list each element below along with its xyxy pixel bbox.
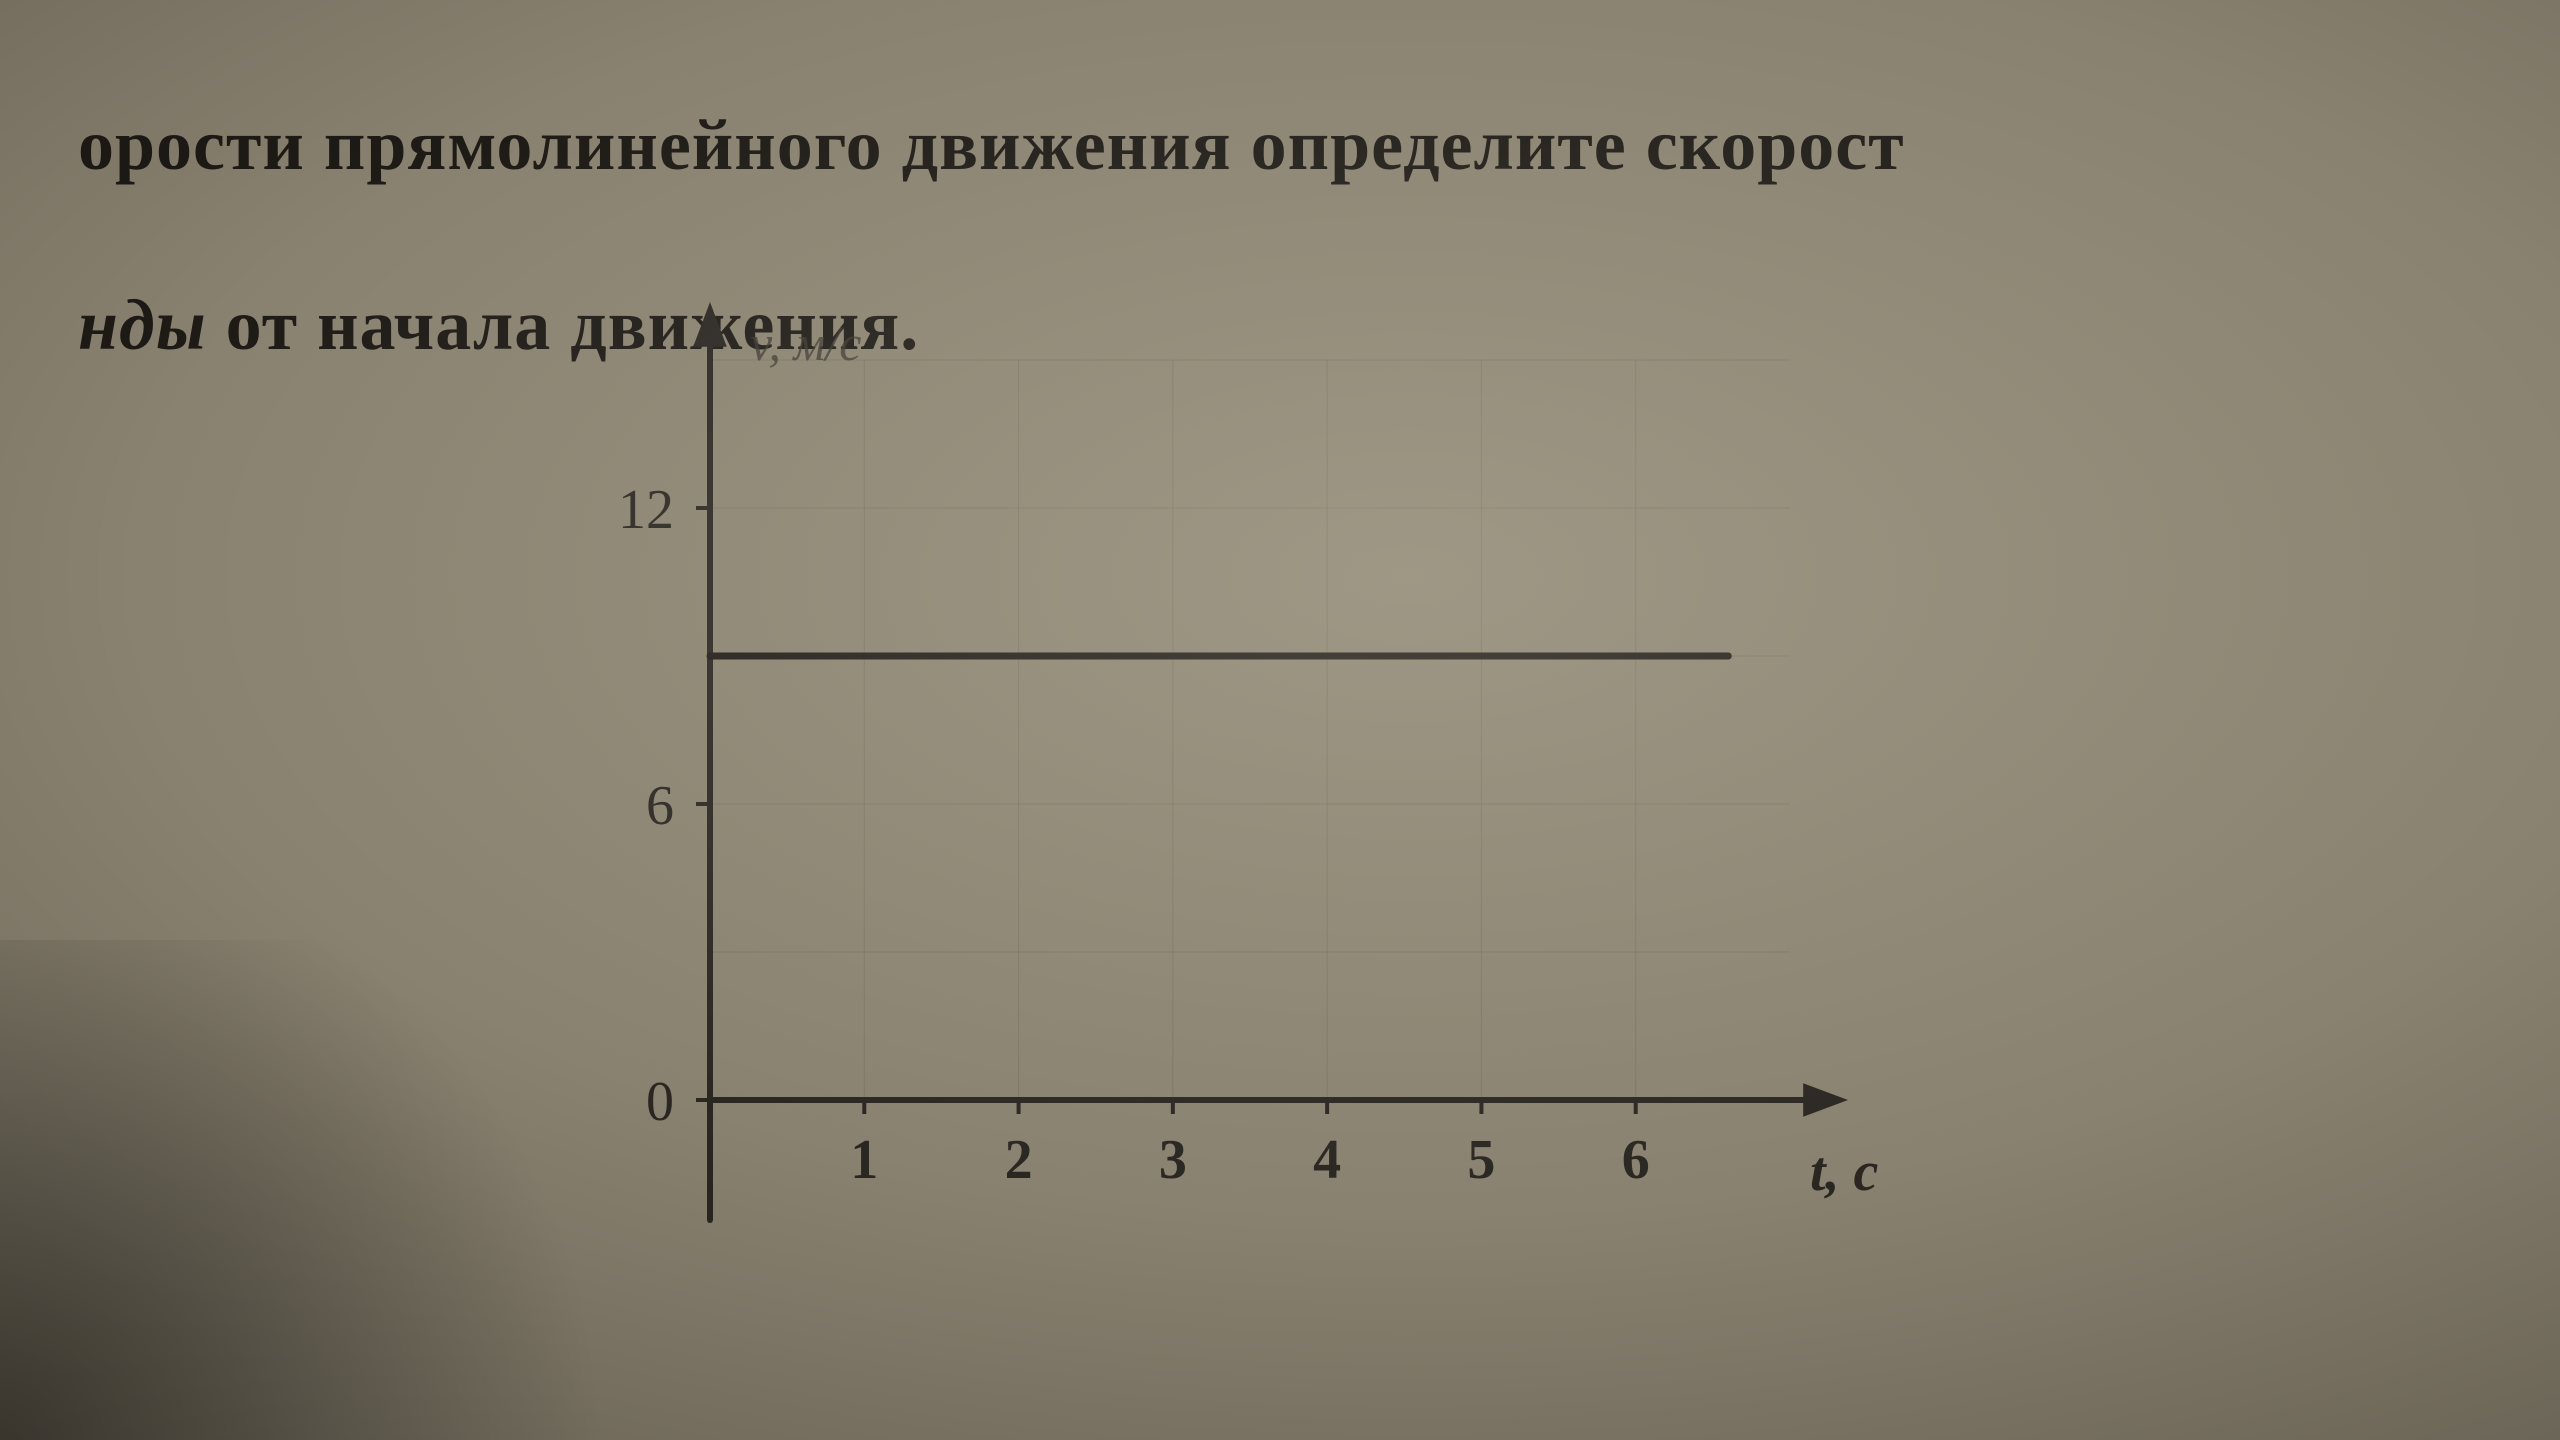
velocity-chart: 0612123456 v, м/сt, с — [480, 300, 1880, 1300]
y-tick-label: 12 — [618, 479, 674, 541]
x-tick-label: 6 — [1622, 1129, 1650, 1191]
x-tick-label: 4 — [1313, 1129, 1341, 1191]
chart-axes — [693, 302, 1848, 1220]
text-line-1: орости прямолинейного движения определит… — [78, 105, 1905, 185]
x-tick-label: 2 — [1005, 1129, 1033, 1191]
x-tick-label: 3 — [1159, 1129, 1187, 1191]
text-line-2-italic: нды — [78, 285, 207, 365]
chart-axis-labels: v, м/с t, с — [750, 315, 1879, 1203]
y-axis-label: v, м/с — [750, 315, 861, 371]
x-tick-label: 1 — [850, 1129, 878, 1191]
chart-svg: 0612123456 v, м/сt, с — [480, 300, 1880, 1300]
x-axis-label: t, с — [1810, 1141, 1879, 1203]
x-tick-label: 5 — [1467, 1129, 1495, 1191]
y-tick-label: 0 — [646, 1071, 674, 1133]
y-tick-label: 6 — [646, 775, 674, 837]
chart-tick-labels: 0612123456 — [618, 479, 1650, 1191]
chart-grid — [710, 360, 1790, 1100]
